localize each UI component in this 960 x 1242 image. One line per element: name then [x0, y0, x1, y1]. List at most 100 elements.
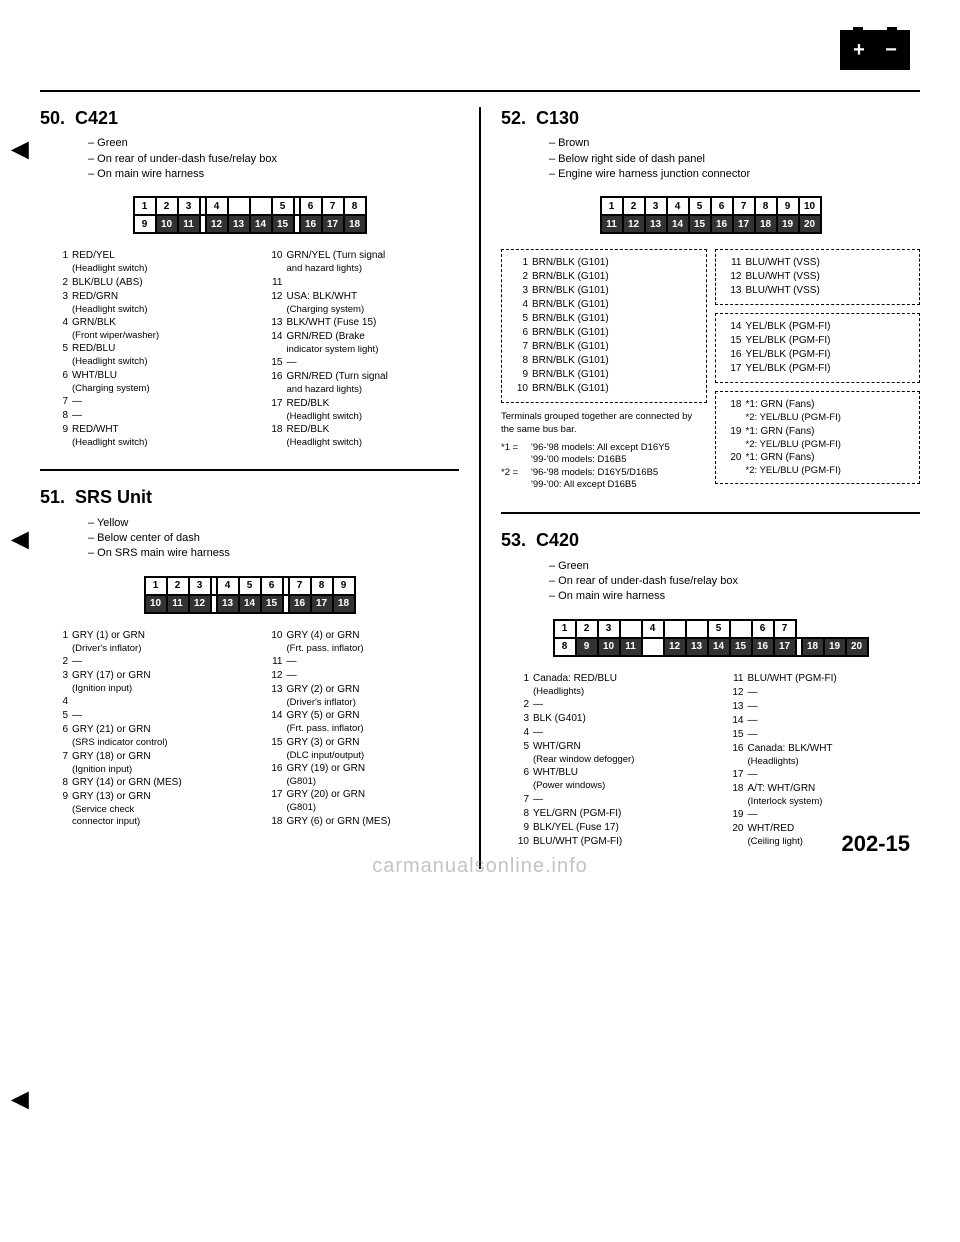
section-rule [40, 469, 459, 471]
section-desc: – Green – On rear of under-dash fuse/rel… [549, 559, 920, 604]
connector-diagram-c130: 12345678910 11121314151617181920 [600, 196, 822, 234]
margin-arrow-icon: ◄ [5, 130, 35, 169]
pin-item: 10BRN/BLK (G101) [510, 382, 698, 395]
pin-item: 19— [726, 808, 921, 821]
pin-item: 3BLK (G401) [511, 712, 706, 725]
pin-item: 13BLK/WHT (Fuse 15) [265, 316, 460, 329]
battery-icon: +− [840, 30, 910, 70]
pin-item: 20*1: GRN (Fans) [724, 451, 912, 464]
pin-item: 11— [265, 655, 460, 668]
pin-item: 2— [511, 698, 706, 711]
section-number: 50. [40, 107, 65, 130]
section-desc: – Yellow – Below center of dash – On SRS… [88, 516, 459, 561]
pin-item: 5RED/BLU [50, 342, 245, 355]
pin-item: 15YEL/BLK (PGM-FI) [724, 334, 912, 347]
section-rule [501, 512, 920, 514]
pin-item: 9RED/WHT [50, 423, 245, 436]
pin-item: 8BRN/BLK (G101) [510, 354, 698, 367]
pin-list: 1GRY (1) or GRN(Driver's inflator)2—3GRY… [50, 629, 459, 829]
terminal-group-box: 11BLU/WHT (VSS)12BLU/WHT (VSS)13BLU/WHT … [715, 249, 921, 305]
connector-diagram-c420: 1234567 891011121314151617181920 [553, 619, 869, 657]
pin-item: 17— [726, 768, 921, 781]
section-50: 50. C421 – Green – On rear of under-dash… [40, 107, 459, 449]
pin-item: 18*1: GRN (Fans) [724, 398, 912, 411]
pin-item: 5BRN/BLK (G101) [510, 312, 698, 325]
pin-item: 9GRY (13) or GRN [50, 790, 245, 803]
pin-item: 8— [50, 409, 245, 422]
section-52: 52. C130 – Brown – Below right side of d… [501, 107, 920, 492]
pin-item: 10GRY (4) or GRN [265, 629, 460, 642]
pin-item: 18A/T: WHT/GRN [726, 782, 921, 795]
pin-item: 16GRY (19) or GRN [265, 762, 460, 775]
pin-item: 11 [265, 276, 460, 289]
pin-item: 5WHT/GRN [511, 740, 706, 753]
pin-item: 7BRN/BLK (G101) [510, 340, 698, 353]
pin-item: 12USA: BLK/WHT [265, 290, 460, 303]
section-title: C130 [536, 107, 579, 130]
section-title: SRS Unit [75, 486, 152, 509]
pin-item: 13GRY (2) or GRN [265, 683, 460, 696]
section-title: C420 [536, 529, 579, 552]
connector-diagram-srs: 123456789 101112131415161718 [144, 576, 356, 614]
pin-item: 6WHT/BLU [511, 766, 706, 779]
pin-item: 17YEL/BLK (PGM-FI) [724, 362, 912, 375]
pin-item: 9BLK/YEL (Fuse 17) [511, 821, 706, 834]
pin-item: 13— [726, 700, 921, 713]
pin-item: 17RED/BLK [265, 397, 460, 410]
section-desc: – Green – On rear of under-dash fuse/rel… [88, 136, 459, 181]
pin-item: 18GRY (6) or GRN (MES) [265, 815, 460, 828]
pin-item: 16GRN/RED (Turn signal [265, 370, 460, 383]
left-column: 50. C421 – Green – On rear of under-dash… [40, 107, 459, 869]
pin-item: 18RED/BLK [265, 423, 460, 436]
pin-item: 3BRN/BLK (G101) [510, 284, 698, 297]
pin-item: 3GRY (17) or GRN [50, 669, 245, 682]
pin-item: 15— [265, 356, 460, 369]
pin-item: 2BRN/BLK (G101) [510, 270, 698, 283]
connector-diagram-c421: 12345678 9101112131415161718 [133, 196, 367, 234]
pin-item: 7GRY (18) or GRN [50, 750, 245, 763]
pin-item: 1RED/YEL [50, 249, 245, 262]
pin-item: 17GRY (20) or GRN [265, 788, 460, 801]
pin-item: 2— [50, 655, 245, 668]
terminal-group-box: 14YEL/BLK (PGM-FI)15YEL/BLK (PGM-FI)16YE… [715, 313, 921, 383]
page-number: 202-15 [841, 830, 910, 859]
section-title: C421 [75, 107, 118, 130]
pin-list: 1Canada: RED/BLU(Headlights)2—3BLK (G401… [511, 672, 920, 849]
pin-item: 1Canada: RED/BLU [511, 672, 706, 685]
pin-item: 3RED/GRN [50, 290, 245, 303]
pin-item: 7— [50, 395, 245, 408]
pin-item: 1BRN/BLK (G101) [510, 256, 698, 269]
footnotes: *1 ='96-'98 models: All except D16Y5 '99… [501, 442, 707, 491]
section-53: 53. C420 – Green – On rear of under-dash… [501, 529, 920, 848]
pin-item: 5— [50, 709, 245, 722]
pin-item: 12— [726, 686, 921, 699]
pin-item: 6BRN/BLK (G101) [510, 326, 698, 339]
pin-item: 10BLU/WHT (PGM-FI) [511, 835, 706, 848]
section-number: 53. [501, 529, 526, 552]
watermark: carmanualsonline.info [372, 853, 588, 879]
margin-arrow-icon: ◄ [5, 1080, 35, 1119]
pin-item: 12— [265, 669, 460, 682]
section-number: 51. [40, 486, 65, 509]
pin-item: 2BLK/BLU (ABS) [50, 276, 245, 289]
top-rule [40, 90, 920, 92]
pin-item: 6GRY (21) or GRN [50, 723, 245, 736]
column-divider [479, 107, 481, 869]
pin-item: 4BRN/BLK (G101) [510, 298, 698, 311]
pin-item: 4GRN/BLK [50, 316, 245, 329]
terminal-group-box: 18*1: GRN (Fans)*2: YEL/BLU (PGM-FI)19*1… [715, 391, 921, 484]
pin-item: 9BRN/BLK (G101) [510, 368, 698, 381]
pin-item: 8GRY (14) or GRN (MES) [50, 776, 245, 789]
pin-item: 16YEL/BLK (PGM-FI) [724, 348, 912, 361]
terminal-group-box: 1BRN/BLK (G101)2BRN/BLK (G101)3BRN/BLK (… [501, 249, 707, 403]
pin-item: 4— [511, 726, 706, 739]
pin-item: 10GRN/YEL (Turn signal [265, 249, 460, 262]
pin-item: 7— [511, 793, 706, 806]
pin-item: 1GRY (1) or GRN [50, 629, 245, 642]
pin-list: 1RED/YEL(Headlight switch)2BLK/BLU (ABS)… [50, 249, 459, 449]
pin-item: 13BLU/WHT (VSS) [724, 284, 912, 297]
pin-item: 14— [726, 714, 921, 727]
right-column: 52. C130 – Brown – Below right side of d… [501, 107, 920, 869]
section-desc: – Brown – Below right side of dash panel… [549, 136, 920, 181]
pin-item: 11BLU/WHT (PGM-FI) [726, 672, 921, 685]
